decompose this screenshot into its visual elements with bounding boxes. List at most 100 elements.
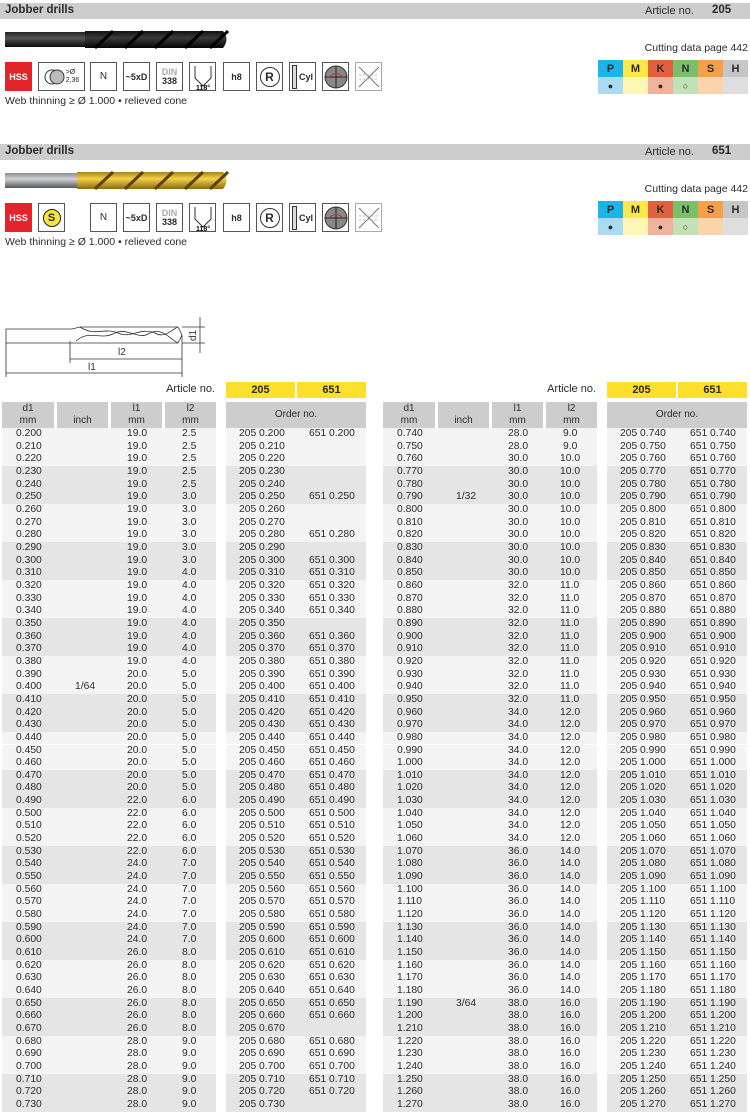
cell-order-651[interactable]: 651 1.070 <box>690 845 736 857</box>
cell-order-651[interactable]: 651 0.470 <box>309 769 355 781</box>
cell-order-651[interactable]: 651 1.150 <box>690 947 736 959</box>
cell-order-205[interactable]: 205 0.830 <box>620 541 666 553</box>
cell-order-651[interactable]: 651 0.280 <box>309 529 355 541</box>
cell-order-205[interactable]: 205 0.220 <box>239 453 285 465</box>
cell-order-205[interactable]: 205 0.540 <box>239 858 285 870</box>
cell-order-205[interactable]: 205 1.260 <box>620 1086 666 1098</box>
cell-order-205[interactable]: 205 0.630 <box>239 972 285 984</box>
cell-order-205[interactable]: 205 1.110 <box>620 896 666 908</box>
cell-order-651[interactable]: 651 0.920 <box>690 655 736 667</box>
cell-order-205[interactable]: 205 0.480 <box>239 782 285 794</box>
cell-order-205[interactable]: 205 0.860 <box>620 579 666 591</box>
cell-order-651[interactable]: 651 0.310 <box>309 567 355 579</box>
cell-order-651[interactable]: 651 0.250 <box>309 491 355 503</box>
cell-order-205[interactable]: 205 0.420 <box>239 706 285 718</box>
cell-order-205[interactable]: 205 0.800 <box>620 503 666 515</box>
cell-order-205[interactable]: 205 1.230 <box>620 1048 666 1060</box>
cell-order-205[interactable]: 205 0.400 <box>239 681 285 693</box>
cell-order-651[interactable]: 651 0.890 <box>690 617 736 629</box>
cell-order-651[interactable]: 651 0.710 <box>309 1073 355 1085</box>
cell-order-651[interactable]: 651 0.420 <box>309 706 355 718</box>
cell-order-651[interactable]: 651 0.590 <box>309 921 355 933</box>
cell-order-205[interactable]: 205 1.180 <box>620 985 666 997</box>
cell-order-205[interactable]: 205 0.970 <box>620 719 666 731</box>
cell-order-651[interactable]: 651 0.390 <box>309 668 355 680</box>
cell-order-651[interactable]: 651 0.450 <box>309 744 355 756</box>
cell-order-651[interactable]: 651 0.380 <box>309 655 355 667</box>
cell-order-651[interactable]: 651 0.840 <box>690 554 736 566</box>
cell-order-205[interactable]: 205 0.430 <box>239 719 285 731</box>
cell-order-651[interactable]: 651 0.970 <box>690 719 736 731</box>
cell-order-205[interactable]: 205 0.990 <box>620 744 666 756</box>
cell-order-205[interactable]: 205 0.820 <box>620 529 666 541</box>
cell-order-205[interactable]: 205 0.930 <box>620 668 666 680</box>
cell-order-205[interactable]: 205 1.120 <box>620 909 666 921</box>
cell-order-205[interactable]: 205 0.200 <box>239 428 285 439</box>
cell-order-205[interactable]: 205 0.920 <box>620 655 666 667</box>
cell-order-651[interactable]: 651 1.190 <box>690 997 736 1009</box>
cell-order-205[interactable]: 205 0.740 <box>620 428 666 439</box>
cell-order-651[interactable]: 651 1.270 <box>690 1098 736 1110</box>
cell-order-651[interactable]: 651 0.580 <box>309 909 355 921</box>
cell-order-205[interactable]: 205 0.320 <box>239 579 285 591</box>
cell-order-651[interactable]: 651 1.130 <box>690 921 736 933</box>
cell-order-651[interactable]: 651 0.550 <box>309 871 355 883</box>
cell-order-205[interactable]: 205 0.880 <box>620 605 666 617</box>
cell-order-651[interactable]: 651 0.900 <box>690 630 736 642</box>
cell-order-205[interactable]: 205 0.620 <box>239 959 285 971</box>
cell-order-205[interactable]: 205 1.090 <box>620 871 666 883</box>
cell-order-205[interactable]: 205 0.750 <box>620 440 666 452</box>
cell-order-205[interactable]: 205 0.310 <box>239 567 285 579</box>
cell-order-651[interactable]: 651 0.520 <box>309 833 355 845</box>
cell-order-205[interactable]: 205 0.710 <box>239 1073 285 1085</box>
cell-order-205[interactable]: 205 1.020 <box>620 782 666 794</box>
cell-order-651[interactable]: 651 0.430 <box>309 719 355 731</box>
cell-order-205[interactable]: 205 0.890 <box>620 617 666 629</box>
cell-order-205[interactable]: 205 0.370 <box>239 643 285 655</box>
cell-order-205[interactable]: 205 1.200 <box>620 1010 666 1022</box>
cell-order-651[interactable]: 651 0.980 <box>690 731 736 743</box>
cell-order-205[interactable]: 205 1.050 <box>620 820 666 832</box>
cell-order-205[interactable]: 205 0.530 <box>239 845 285 857</box>
cell-order-205[interactable]: 205 0.210 <box>239 440 285 452</box>
cell-order-651[interactable]: 651 0.600 <box>309 934 355 946</box>
cell-order-651[interactable]: 651 1.200 <box>690 1010 736 1022</box>
cell-order-651[interactable]: 651 1.080 <box>690 858 736 870</box>
cell-order-205[interactable]: 205 1.210 <box>620 1023 666 1035</box>
cell-order-205[interactable]: 205 0.340 <box>239 605 285 617</box>
cell-order-651[interactable]: 651 0.320 <box>309 579 355 591</box>
cell-order-651[interactable]: 651 0.410 <box>309 693 355 705</box>
cell-order-205[interactable]: 205 0.410 <box>239 693 285 705</box>
cell-order-205[interactable]: 205 0.300 <box>239 554 285 566</box>
cell-order-205[interactable]: 205 0.660 <box>239 1010 285 1022</box>
cell-order-651[interactable]: 651 0.860 <box>690 579 736 591</box>
cell-order-205[interactable]: 205 0.230 <box>239 465 285 477</box>
cell-order-205[interactable]: 205 0.550 <box>239 871 285 883</box>
cell-order-205[interactable]: 205 0.390 <box>239 668 285 680</box>
cell-order-651[interactable]: 651 1.000 <box>690 757 736 769</box>
cell-order-651[interactable]: 651 1.040 <box>690 807 736 819</box>
cell-order-651[interactable]: 651 0.200 <box>309 428 355 439</box>
cell-order-651[interactable]: 651 0.760 <box>690 453 736 465</box>
cell-order-651[interactable]: 651 0.400 <box>309 681 355 693</box>
cell-order-651[interactable]: 651 0.820 <box>690 529 736 541</box>
cell-order-205[interactable]: 205 1.080 <box>620 858 666 870</box>
cell-order-651[interactable]: 651 0.740 <box>690 428 736 439</box>
cell-order-205[interactable]: 205 0.570 <box>239 896 285 908</box>
cell-order-205[interactable]: 205 0.490 <box>239 795 285 807</box>
cell-order-205[interactable]: 205 0.500 <box>239 807 285 819</box>
cell-order-205[interactable]: 205 0.460 <box>239 757 285 769</box>
cell-order-651[interactable]: 651 1.120 <box>690 909 736 921</box>
cell-order-651[interactable]: 651 0.370 <box>309 643 355 655</box>
cell-order-205[interactable]: 205 0.790 <box>620 491 666 503</box>
cell-order-205[interactable]: 205 0.270 <box>239 516 285 528</box>
cell-order-651[interactable]: 651 0.560 <box>309 883 355 895</box>
cell-order-651[interactable]: 651 0.930 <box>690 668 736 680</box>
cell-order-205[interactable]: 205 0.290 <box>239 541 285 553</box>
cell-order-205[interactable]: 205 0.650 <box>239 997 285 1009</box>
cell-order-205[interactable]: 205 1.270 <box>620 1098 666 1110</box>
cell-order-205[interactable]: 205 0.440 <box>239 731 285 743</box>
cell-order-205[interactable]: 205 1.010 <box>620 769 666 781</box>
cell-order-651[interactable]: 651 1.020 <box>690 782 736 794</box>
cell-order-651[interactable]: 651 0.880 <box>690 605 736 617</box>
